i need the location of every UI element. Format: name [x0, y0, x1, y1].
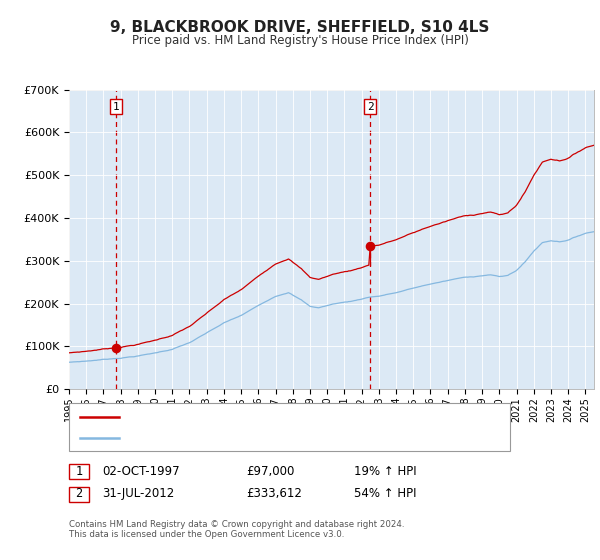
Text: £333,612: £333,612	[246, 487, 302, 501]
Text: 9, BLACKBROOK DRIVE, SHEFFIELD, S10 4LS (detached house): 9, BLACKBROOK DRIVE, SHEFFIELD, S10 4LS …	[126, 412, 452, 422]
Text: 9, BLACKBROOK DRIVE, SHEFFIELD, S10 4LS: 9, BLACKBROOK DRIVE, SHEFFIELD, S10 4LS	[110, 20, 490, 35]
Text: Contains HM Land Registry data © Crown copyright and database right 2024.
This d: Contains HM Land Registry data © Crown c…	[69, 520, 404, 539]
Text: Price paid vs. HM Land Registry's House Price Index (HPI): Price paid vs. HM Land Registry's House …	[131, 34, 469, 46]
Text: 02-OCT-1997: 02-OCT-1997	[102, 465, 179, 478]
Text: £97,000: £97,000	[246, 465, 295, 478]
Point	[112, 343, 121, 352]
Text: 1: 1	[76, 465, 82, 478]
Text: HPI: Average price, detached house, Sheffield: HPI: Average price, detached house, Shef…	[126, 433, 365, 443]
Text: 19% ↑ HPI: 19% ↑ HPI	[354, 465, 416, 478]
Text: 2: 2	[367, 102, 374, 112]
Text: 31-JUL-2012: 31-JUL-2012	[102, 487, 174, 501]
Text: 54% ↑ HPI: 54% ↑ HPI	[354, 487, 416, 501]
Text: 1: 1	[113, 102, 120, 112]
Text: 2: 2	[76, 487, 82, 501]
Point	[365, 242, 375, 251]
